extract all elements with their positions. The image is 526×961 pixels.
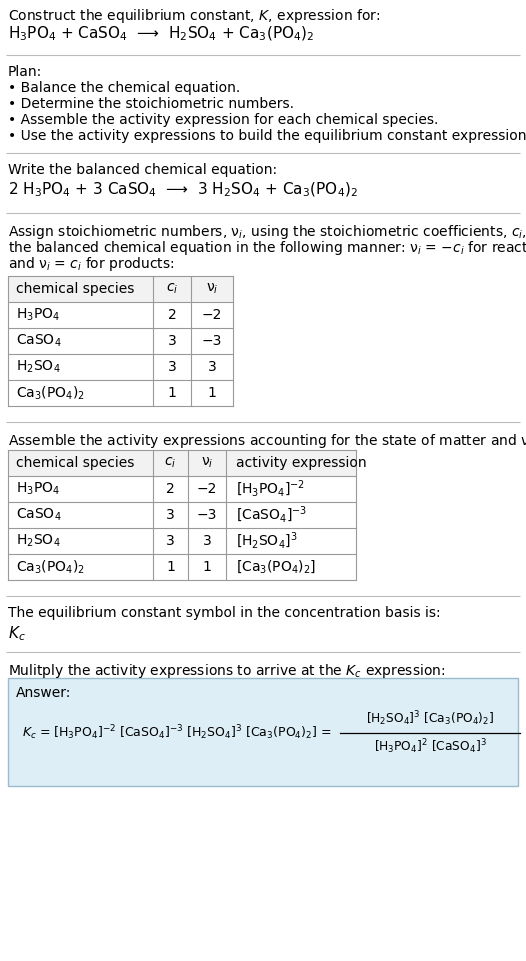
Text: • Assemble the activity expression for each chemical species.: • Assemble the activity expression for e… xyxy=(8,113,438,127)
Text: CaSO$_4$: CaSO$_4$ xyxy=(16,333,62,349)
Text: Assemble the activity expressions accounting for the state of matter and ν$_i$:: Assemble the activity expressions accoun… xyxy=(8,432,526,450)
Text: $K_c$ = [H$_3$PO$_4$]$^{-2}$ [CaSO$_4$]$^{-3}$ [H$_2$SO$_4$]$^3$ [Ca$_3$(PO$_4$): $K_c$ = [H$_3$PO$_4$]$^{-2}$ [CaSO$_4$]$… xyxy=(22,724,332,742)
Text: chemical species: chemical species xyxy=(16,456,134,470)
Text: the balanced chemical equation in the following manner: ν$_i$ = −$c_i$ for react: the balanced chemical equation in the fo… xyxy=(8,239,526,257)
Text: and ν$_i$ = $c_i$ for products:: and ν$_i$ = $c_i$ for products: xyxy=(8,255,175,273)
Text: H$_3$PO$_4$: H$_3$PO$_4$ xyxy=(16,307,60,323)
Text: 1: 1 xyxy=(168,386,176,400)
Text: $c_i$: $c_i$ xyxy=(166,282,178,296)
Text: 1: 1 xyxy=(203,560,211,574)
Text: 1: 1 xyxy=(166,560,175,574)
Text: 3: 3 xyxy=(208,360,216,374)
Text: ν$_i$: ν$_i$ xyxy=(201,456,213,470)
Text: H$_2$SO$_4$: H$_2$SO$_4$ xyxy=(16,532,60,549)
Text: 3: 3 xyxy=(166,534,175,548)
Text: 2 H$_3$PO$_4$ + 3 CaSO$_4$  ⟶  3 H$_2$SO$_4$ + Ca$_3$(PO$_4$)$_2$: 2 H$_3$PO$_4$ + 3 CaSO$_4$ ⟶ 3 H$_2$SO$_… xyxy=(8,181,358,199)
Text: Write the balanced chemical equation:: Write the balanced chemical equation: xyxy=(8,163,277,177)
Text: Assign stoichiometric numbers, ν$_i$, using the stoichiometric coefficients, $c_: Assign stoichiometric numbers, ν$_i$, us… xyxy=(8,223,526,241)
Text: 2: 2 xyxy=(168,308,176,322)
Text: ν$_i$: ν$_i$ xyxy=(206,282,218,296)
Text: Plan:: Plan: xyxy=(8,65,42,79)
Text: Construct the equilibrium constant, $K$, expression for:: Construct the equilibrium constant, $K$,… xyxy=(8,7,380,25)
Text: −3: −3 xyxy=(197,508,217,522)
Text: $c_i$: $c_i$ xyxy=(164,456,177,470)
Bar xyxy=(8,276,233,302)
Text: 3: 3 xyxy=(168,334,176,348)
Text: activity expression: activity expression xyxy=(236,456,367,470)
Text: [H$_3$PO$_4$]$^2$ [CaSO$_4$]$^3$: [H$_3$PO$_4$]$^2$ [CaSO$_4$]$^3$ xyxy=(373,738,487,756)
Text: 2: 2 xyxy=(166,482,175,496)
Text: 1: 1 xyxy=(208,386,216,400)
Text: chemical species: chemical species xyxy=(16,282,134,296)
Text: 3: 3 xyxy=(166,508,175,522)
Text: −3: −3 xyxy=(202,334,222,348)
Text: Ca$_3$(PO$_4$)$_2$: Ca$_3$(PO$_4$)$_2$ xyxy=(16,384,85,402)
Text: H$_2$SO$_4$: H$_2$SO$_4$ xyxy=(16,358,60,375)
Text: [CaSO$_4$]$^{-3}$: [CaSO$_4$]$^{-3}$ xyxy=(236,505,307,526)
Text: CaSO$_4$: CaSO$_4$ xyxy=(16,506,62,523)
Text: H$_3$PO$_4$ + CaSO$_4$  ⟶  H$_2$SO$_4$ + Ca$_3$(PO$_4$)$_2$: H$_3$PO$_4$ + CaSO$_4$ ⟶ H$_2$SO$_4$ + C… xyxy=(8,25,315,43)
Text: −2: −2 xyxy=(202,308,222,322)
Text: • Balance the chemical equation.: • Balance the chemical equation. xyxy=(8,81,240,95)
Text: [Ca$_3$(PO$_4$)$_2$]: [Ca$_3$(PO$_4$)$_2$] xyxy=(236,558,316,576)
Text: 3: 3 xyxy=(168,360,176,374)
Text: Ca$_3$(PO$_4$)$_2$: Ca$_3$(PO$_4$)$_2$ xyxy=(16,558,85,576)
Text: • Determine the stoichiometric numbers.: • Determine the stoichiometric numbers. xyxy=(8,97,294,111)
Bar xyxy=(8,450,356,476)
Text: [H$_2$SO$_4$]$^3$: [H$_2$SO$_4$]$^3$ xyxy=(236,530,298,552)
Text: [H$_2$SO$_4$]$^3$ [Ca$_3$(PO$_4$)$_2$]: [H$_2$SO$_4$]$^3$ [Ca$_3$(PO$_4$)$_2$] xyxy=(366,709,494,728)
Text: $K_c$: $K_c$ xyxy=(8,624,26,643)
Text: The equilibrium constant symbol in the concentration basis is:: The equilibrium constant symbol in the c… xyxy=(8,606,441,620)
Text: 3: 3 xyxy=(203,534,211,548)
Text: H$_3$PO$_4$: H$_3$PO$_4$ xyxy=(16,480,60,497)
Text: • Use the activity expressions to build the equilibrium constant expression.: • Use the activity expressions to build … xyxy=(8,129,526,143)
Text: [H$_3$PO$_4$]$^{-2}$: [H$_3$PO$_4$]$^{-2}$ xyxy=(236,479,305,499)
Text: Mulitply the activity expressions to arrive at the $K_c$ expression:: Mulitply the activity expressions to arr… xyxy=(8,662,446,680)
Text: Answer:: Answer: xyxy=(16,686,72,700)
Text: −2: −2 xyxy=(197,482,217,496)
FancyBboxPatch shape xyxy=(8,678,518,786)
